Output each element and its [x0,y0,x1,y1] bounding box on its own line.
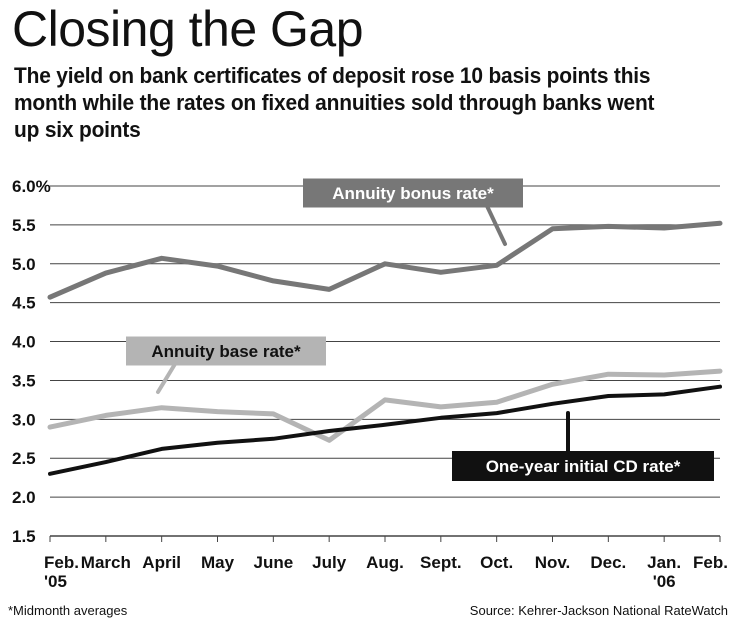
y-tick-label: 4.0 [12,333,36,352]
footnote: *Midmonth averages [8,603,128,618]
x-tick-label: Nov. [535,553,571,572]
series-lines [47,220,723,476]
chart-title: Closing the Gap [12,1,364,57]
x-tick-label: Aug. [366,553,404,572]
x-tick-label: Dec. [590,553,626,572]
x-tick-label: April [142,553,181,572]
x-tick-label: June [253,553,293,572]
y-axis-ticks: 6.0% 5.5 5.0 4.5 4.0 3.5 3.0 2.5 2.0 1.5 [12,177,51,546]
x-tick-label: Feb. [693,553,728,572]
series-line-1 [47,368,723,443]
y-tick-label: 4.5 [12,294,36,313]
y-tick-label: 2.0 [12,488,36,507]
y-tick-label: 3.5 [12,371,36,390]
series-label-0: Annuity bonus rate* [332,184,494,203]
x-tick-label: Sept. [420,553,462,572]
x-tick-label: Jan. [647,553,681,572]
x-tick-label: Oct. [480,553,513,572]
series-label-2: One-year initial CD rate* [486,457,681,476]
series-line-0 [47,220,723,300]
y-tick-label: 5.5 [12,216,36,235]
series-labels: Annuity bonus rate* Annuity base rate* One… [126,178,714,481]
x-tick-label: '05 [44,572,67,591]
y-tick-label: 6.0% [12,177,51,196]
y-tick-label: 3.0 [12,410,36,429]
y-tick-label: 5.0 [12,255,36,274]
chart-subtitle: The yield on bank certificates of deposi… [14,63,655,142]
series-label-box [452,451,714,481]
label-leader-line [156,362,177,394]
x-tick-label: July [312,553,347,572]
source-note: Source: Kehrer-Jackson National RateWatc… [469,603,728,618]
x-tick-label: '06 [653,572,676,591]
series-label-box [303,178,523,208]
x-tick-label: Feb. [44,553,79,572]
x-tick-label: March [81,553,131,572]
label-leader-line [485,204,507,246]
y-tick-label: 2.5 [12,449,36,468]
series-label-1: Annuity base rate* [151,342,301,361]
series-line-2 [48,384,722,476]
y-tick-label: 1.5 [12,527,36,546]
series-label-box [126,336,326,366]
x-tick-label: May [201,553,235,572]
